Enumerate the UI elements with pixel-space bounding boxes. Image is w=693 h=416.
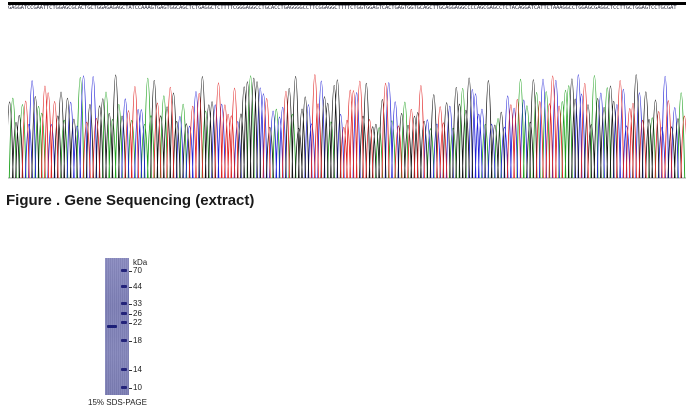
mw-tick (129, 370, 132, 371)
gel-lane (105, 258, 129, 395)
marker-band-33 (121, 302, 127, 305)
trace-A (8, 75, 686, 179)
trace-T (21, 74, 686, 179)
mw-tick (129, 304, 132, 305)
mw-label-18: 18 (133, 336, 142, 345)
mw-tick (129, 287, 132, 288)
marker-band-26 (121, 312, 127, 315)
sds-page-gel-panel: kDa 70 44 33 26 22 18 14 10 15% SDS-PAGE (82, 258, 162, 410)
marker-band-18 (121, 339, 127, 342)
base-call-sequence: GAGGATCCGAATTCTGGAGCGCACTGCTGGAGAGAGCTAT… (8, 5, 677, 11)
mw-tick (129, 341, 132, 342)
trace-G (8, 74, 682, 179)
mw-label-44: 44 (133, 282, 142, 291)
sequence-ruler (8, 2, 686, 5)
mw-tick (129, 271, 132, 272)
marker-band-70 (121, 269, 127, 272)
gel-caption: 15% SDS-PAGE (88, 398, 147, 407)
mw-label-26: 26 (133, 309, 142, 318)
mw-tick (129, 323, 132, 324)
mw-tick (129, 388, 132, 389)
sequencing-chromatogram (8, 2, 686, 179)
mw-label-33: 33 (133, 299, 142, 308)
marker-band-10 (121, 386, 127, 389)
trace-C (24, 74, 679, 179)
mw-tick (129, 314, 132, 315)
marker-band-22 (121, 321, 127, 324)
sample-protein-band (107, 325, 117, 328)
marker-band-44 (121, 285, 127, 288)
mw-label-14: 14 (133, 365, 142, 374)
mw-label-70: 70 (133, 266, 142, 275)
mw-label-22: 22 (133, 318, 142, 327)
mw-label-10: 10 (133, 383, 142, 392)
kda-unit-label: kDa (133, 258, 148, 267)
marker-band-14 (121, 368, 127, 371)
figure-caption: Figure . Gene Sequencing (extract) (6, 192, 255, 209)
